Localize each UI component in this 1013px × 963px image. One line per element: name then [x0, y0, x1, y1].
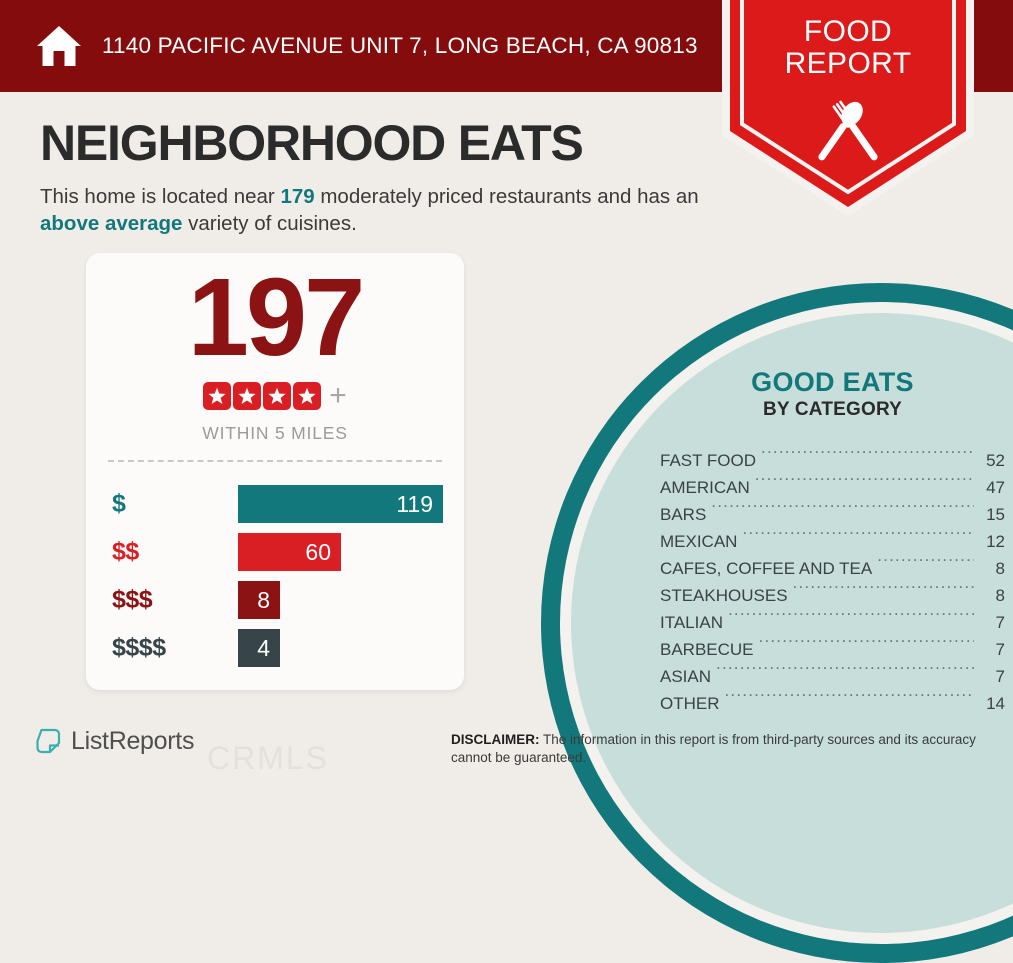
price-tier-bar-track: 8	[238, 581, 280, 619]
category-count: 8	[995, 586, 1005, 606]
property-address: 1140 PACIFIC AVENUE UNIT 7, LONG BEACH, …	[102, 33, 698, 58]
within-radius-label: WITHIN 5 MILES	[202, 423, 348, 443]
disclaimer-text: The information in this report is from t…	[451, 732, 976, 766]
listreports-house-tag-icon	[33, 726, 63, 756]
food-report-badge: FOOD REPORT	[722, 0, 974, 216]
price-tier-value: 8	[257, 586, 270, 613]
star-icon	[203, 382, 232, 410]
price-tier-label: $$$	[112, 585, 153, 614]
category-label: ITALIAN	[660, 613, 723, 633]
category-label: OTHER	[660, 694, 720, 714]
price-tier-row: $$$$ 4	[86, 624, 464, 672]
leader-dots	[793, 574, 974, 601]
spoon-fork-icon	[818, 100, 878, 161]
subtitle-part-2: moderately priced restaurants and has an	[314, 185, 699, 208]
listreports-logo: ListReports	[33, 726, 194, 756]
home-icon	[36, 23, 82, 69]
category-count: 15	[986, 505, 1005, 525]
star-icon	[233, 382, 262, 410]
leader-dots	[877, 547, 974, 574]
price-tier-bar-chart: $119 $$ 60 $$$ 8 $$$$ 4	[86, 480, 464, 672]
subtitle-part-1: This home is located near	[40, 185, 281, 208]
mls-watermark: CRMLS	[207, 740, 330, 776]
good-eats-subtitle: BY CATEGORY	[762, 399, 903, 421]
page-subtitle: This home is located near 179 moderately…	[40, 183, 715, 237]
price-tier-row: $119	[86, 480, 464, 528]
good-eats-list: FAST FOOD52AMERICAN47BARS15MEXICAN12CAFE…	[660, 439, 1005, 713]
category-count: 7	[995, 667, 1005, 687]
category-row: BARBECUE7	[660, 628, 1005, 659]
good-eats-panel: GOOD EATS BY CATEGORY FAST FOOD52AMERICA…	[660, 367, 1005, 714]
price-tier-label: $$	[112, 537, 139, 566]
leader-dots	[759, 628, 974, 655]
category-count: 14	[986, 694, 1005, 714]
price-tier-row: $$$ 8	[86, 576, 464, 624]
good-eats-title: GOOD EATS	[751, 367, 914, 397]
disclaimer-label: DISCLAIMER:	[451, 732, 540, 747]
leader-dots	[755, 466, 974, 493]
category-label: MEXICAN	[660, 532, 738, 552]
category-row: FAST FOOD 52	[660, 439, 1005, 470]
price-tier-value: 60	[305, 538, 331, 565]
price-tier-bar: 8	[238, 581, 280, 619]
star-icon	[293, 382, 322, 410]
price-tier-bar: 119	[238, 485, 443, 523]
category-row: BARS 15	[660, 493, 1005, 524]
category-label: ASIAN	[660, 667, 712, 687]
leader-dots	[761, 439, 974, 466]
price-tier-bar: 4	[238, 629, 280, 667]
subtitle-highlight-count: 179	[280, 185, 315, 208]
leader-dots	[716, 655, 974, 682]
price-tier-label: $	[112, 489, 126, 518]
subtitle-highlight-variety: above average	[40, 212, 183, 236]
restaurant-stat-card: 197 + WITHIN 5 MILES $119 $$ 60 $$$ 8 $$$$ 4	[86, 253, 464, 690]
header-content: 1140 PACIFIC AVENUE UNIT 7, LONG BEACH, …	[36, 0, 698, 92]
leader-dots	[725, 682, 975, 709]
category-row: OTHER 14	[660, 682, 1005, 713]
category-row: MEXICAN 12	[660, 520, 1005, 551]
category-count: 7	[995, 640, 1005, 660]
card-divider	[108, 460, 442, 462]
price-tier-value: 119	[396, 490, 433, 517]
leader-dots	[728, 601, 974, 628]
leader-dots	[742, 520, 974, 547]
price-tier-bar-track: 119	[238, 485, 443, 523]
subtitle-part-3: variety of cuisines.	[182, 212, 357, 236]
star-rating: +	[86, 381, 464, 411]
star-icon	[263, 382, 292, 410]
price-tier-bar-track: 4	[238, 629, 280, 667]
price-tier-row: $$ 60	[86, 528, 464, 576]
page-title: NEIGHBORHOOD EATS	[40, 115, 584, 171]
price-tier-bar-track: 60	[238, 533, 341, 571]
star-plus-label: +	[329, 379, 347, 412]
category-count: 47	[986, 478, 1005, 498]
category-count: 12	[986, 532, 1005, 552]
category-label: BARS	[660, 505, 707, 525]
category-row: ITALIAN 7	[660, 601, 1005, 632]
disclaimer: DISCLAIMER: The information in this repo…	[451, 731, 991, 767]
restaurant-total-count: 197	[187, 256, 366, 379]
listreports-wordmark: ListReports	[71, 726, 195, 755]
category-row: ASIAN 7	[660, 655, 1005, 686]
category-label: FAST FOOD	[660, 451, 757, 471]
price-tier-bar: 60	[238, 533, 341, 571]
category-count: 52	[986, 451, 1005, 471]
price-tier-value: 4	[257, 634, 270, 661]
price-tier-label: $$$$	[112, 633, 166, 662]
category-count: 8	[995, 559, 1005, 579]
category-count: 7	[995, 613, 1005, 633]
leader-dots	[711, 493, 974, 520]
